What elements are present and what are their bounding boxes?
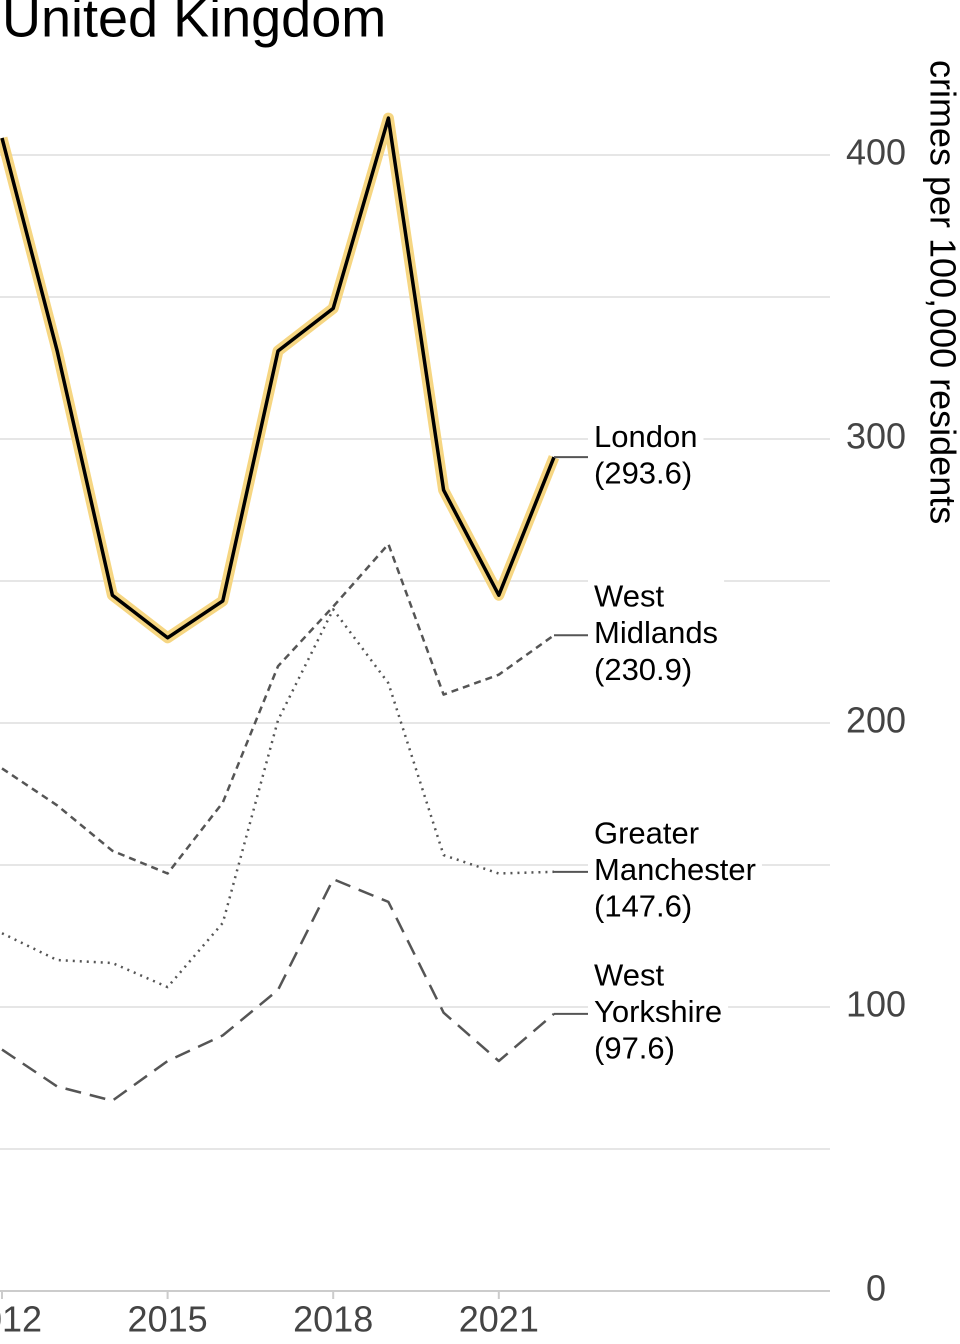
y-tick-label: 0 (866, 1268, 886, 1309)
label-background (588, 418, 704, 496)
x-tick-label: 2018 (293, 1299, 373, 1340)
label-background (588, 957, 729, 1071)
y-tick-label: 300 (846, 416, 906, 457)
line (1, 877, 555, 1102)
series-label-line: Manchester (594, 852, 756, 887)
value-label: (293.6) (594, 456, 692, 491)
value-label: (230.9) (594, 652, 692, 687)
line (1, 608, 555, 989)
series-label-line: Yorkshire (594, 994, 722, 1029)
y-tick-label: 200 (846, 700, 906, 741)
series-label: West Midlands (594, 579, 718, 651)
value-label: (97.6) (594, 1031, 675, 1066)
x-tick-label: 2015 (128, 1299, 208, 1340)
series-label-line: Midlands (594, 615, 718, 650)
series-label: West Yorkshire (594, 958, 722, 1029)
series-label-line: West (594, 579, 664, 614)
series-label-line: London (594, 419, 697, 454)
x-tick-label: 2021 (459, 1299, 539, 1340)
chart-title: United Kingdom (2, 0, 386, 48)
line-halo (0, 112, 560, 644)
y-tick-label: 100 (846, 984, 906, 1025)
label-background (588, 578, 725, 692)
label-background (588, 815, 762, 929)
value-label: (147.6) (594, 889, 692, 924)
line (1, 542, 555, 875)
y-tick-label: 400 (846, 132, 906, 173)
y-axis-title: crimes per 100,000 residents (922, 60, 960, 524)
x-tick-label: 2012 (0, 1299, 42, 1340)
series-label: Greater Manchester (594, 816, 756, 888)
series-label-line: Greater (594, 816, 699, 851)
series-label: London (594, 419, 697, 454)
line (0, 116, 556, 640)
series-label-line: West (594, 958, 664, 993)
